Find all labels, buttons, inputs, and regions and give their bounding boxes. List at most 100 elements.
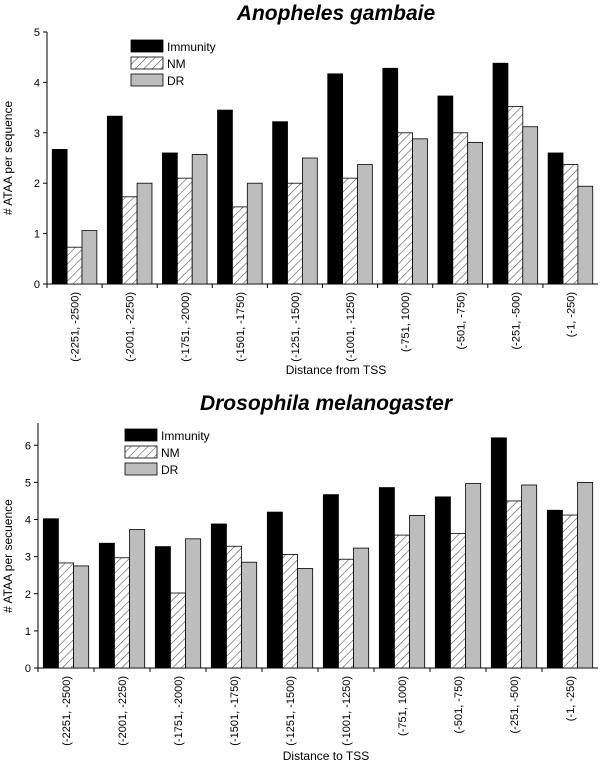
- y-tick-label: 0: [25, 663, 31, 675]
- bar-immunity: [322, 494, 339, 669]
- chart-title: Drosophila melanogaster: [200, 392, 454, 415]
- legend-label: DR: [167, 74, 185, 88]
- bar-dr: [357, 164, 373, 285]
- y-axis-label: # ATAA per secuence: [1, 499, 15, 613]
- x-tick-label: (-751, 1000): [400, 292, 412, 352]
- y-tick-label: 2: [34, 178, 40, 190]
- bar-dr: [246, 182, 263, 285]
- bar-nm: [176, 177, 193, 285]
- bar-nm: [338, 558, 354, 669]
- y-tick-label: 4: [34, 77, 40, 89]
- bar-dr: [409, 515, 426, 669]
- bar-immunity: [42, 518, 59, 669]
- x-tick-label: (-1751, -2000): [173, 676, 185, 746]
- x-tick-label: (-1251, -1500): [290, 292, 302, 362]
- bar-nm: [562, 164, 579, 285]
- bar-dr: [136, 182, 153, 285]
- bar-nm: [342, 177, 358, 285]
- legend: Immunity NM DR: [124, 428, 210, 477]
- bar-dr: [353, 547, 370, 669]
- y-tick-labels: 0 1 2 3 4 5: [34, 27, 47, 291]
- legend-label: NM: [167, 57, 186, 71]
- legend-swatch-immunity: [124, 428, 158, 442]
- y-tick-label: 5: [25, 477, 31, 489]
- x-axis-label: Distance from TSS: [286, 363, 386, 377]
- bar-nm: [282, 554, 298, 669]
- bar-nm: [58, 562, 74, 669]
- bar-nm: [397, 132, 413, 285]
- bar-immunity: [217, 109, 233, 285]
- chart-panel-anopheles: Anopheles gambaie # ATAA per sequence Di…: [1, 2, 598, 377]
- bar-nm: [506, 500, 522, 669]
- legend-label: DR: [161, 463, 179, 477]
- bar-nm: [114, 557, 130, 669]
- bar-nm: [507, 106, 524, 285]
- x-tick-labels: (-2251, -2500) (-2001, -2250) (-1751, -200…: [46, 284, 577, 362]
- bar-immunity: [162, 152, 178, 285]
- bar-immunity: [547, 152, 564, 285]
- bar-nm: [287, 182, 303, 285]
- bar-dr: [301, 157, 318, 285]
- bar-immunity: [546, 509, 563, 669]
- bar-immunity: [434, 496, 451, 669]
- bar-immunity: [154, 546, 171, 669]
- bar-dr: [412, 138, 428, 285]
- bar-immunity: [51, 149, 68, 285]
- bar-dr: [185, 538, 202, 669]
- y-tick-label: 2: [25, 589, 31, 601]
- bar-immunity: [437, 95, 454, 285]
- x-tick-label: (-501, -750): [453, 676, 465, 733]
- x-tick-label: (-1501, -1750): [229, 676, 241, 746]
- y-tick-label: 5: [34, 27, 40, 39]
- bar-immunity: [382, 67, 399, 285]
- legend-swatch-immunity: [130, 39, 164, 53]
- bar-dr: [191, 154, 208, 285]
- bar-immunity: [272, 121, 288, 285]
- x-tick-label: (-1751, -2000): [180, 292, 192, 362]
- y-tick-label: 6: [25, 440, 31, 452]
- y-tick-label: 3: [34, 128, 40, 140]
- y-tick-label: 1: [25, 626, 31, 638]
- bar-dr: [521, 484, 538, 669]
- bar-dr: [297, 568, 314, 669]
- bar-dr: [129, 529, 146, 669]
- bar-nm: [170, 592, 186, 669]
- bar-dr: [577, 185, 594, 285]
- bar-nm: [452, 132, 469, 285]
- x-tick-label: (-1001, -1250): [345, 292, 357, 362]
- x-tick-labels: (-2251, -2500) (-2001, -2250) (-1751, -200…: [37, 668, 577, 746]
- y-tick-label: 3: [25, 552, 31, 564]
- legend: Immunity NM DR: [130, 39, 216, 88]
- x-tick-label: (-251, -500): [510, 292, 522, 349]
- x-tick-label: (-1, -250): [565, 676, 577, 721]
- bar-immunity: [492, 62, 509, 285]
- y-axis-label: # ATAA per sequence: [1, 101, 15, 216]
- legend-swatch-nm: [130, 56, 164, 70]
- bar-dr: [465, 483, 482, 669]
- legend-label: NM: [161, 446, 180, 460]
- bar-nm: [121, 196, 138, 285]
- legend-swatch-dr: [124, 462, 158, 476]
- bars: [51, 62, 594, 285]
- bar-nm: [226, 545, 242, 669]
- legend-label: Immunity: [167, 40, 216, 54]
- bar-nm: [450, 533, 466, 669]
- x-tick-label: (-2251, -2500): [70, 292, 82, 362]
- y-tick-label: 0: [34, 279, 40, 291]
- x-tick-label: (-1001, -1250): [341, 676, 353, 746]
- bar-nm: [562, 514, 578, 669]
- bar-dr: [577, 481, 594, 669]
- bar-immunity: [210, 523, 227, 669]
- bar-nm: [66, 246, 83, 285]
- y-tick-label: 1: [34, 229, 40, 241]
- bar-dr: [73, 565, 90, 669]
- bar-immunity: [266, 511, 283, 669]
- bar-dr: [241, 561, 258, 669]
- x-tick-label: (-2001, -2250): [125, 292, 137, 362]
- legend-swatch-nm: [124, 445, 158, 459]
- bar-immunity: [327, 73, 344, 285]
- bar-dr: [81, 230, 98, 285]
- x-tick-label: (-2001, -2250): [117, 676, 129, 746]
- chart-title: Anopheles gambaie: [236, 2, 436, 25]
